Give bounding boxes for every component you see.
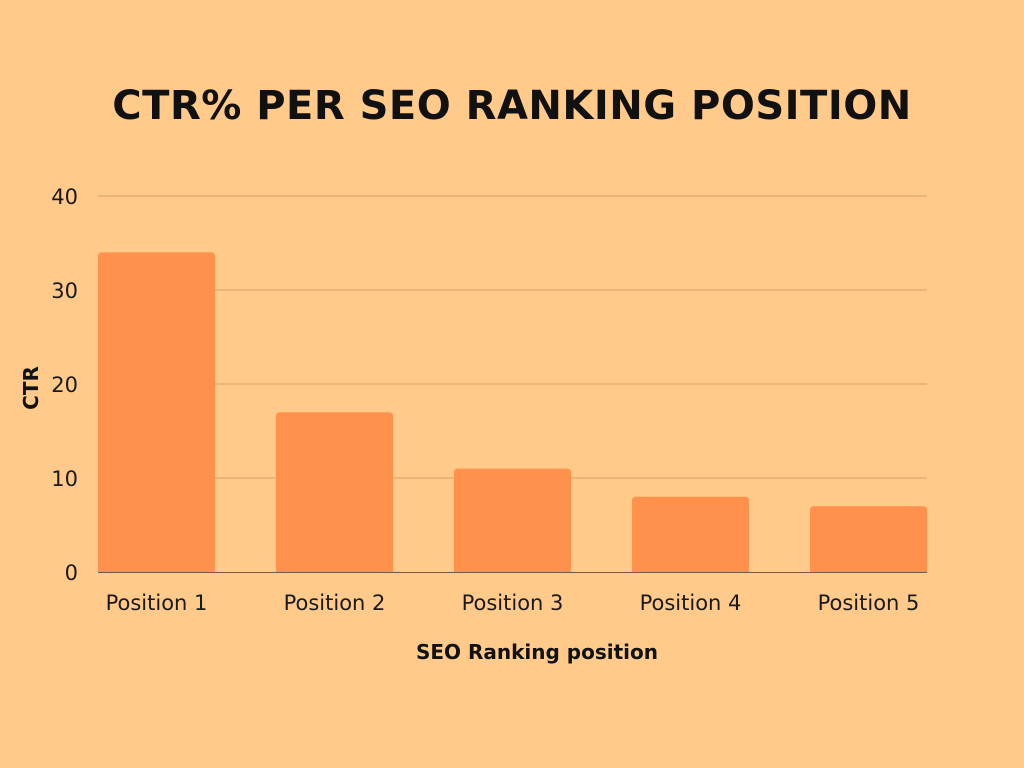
y-tick-label: 10 [51,467,78,491]
bar [810,506,927,572]
bars [98,252,927,572]
bar [98,252,215,572]
bar [632,496,749,572]
x-tick-label: Position 1 [106,591,208,615]
y-axis-ticks: 0 10 20 30 40 [51,185,78,585]
bar [454,468,571,572]
x-tick-label: Position 3 [462,591,564,615]
y-axis-title: CTR [19,366,43,410]
grid-lines [98,195,927,479]
x-tick-label: Position 2 [284,591,386,615]
x-tick-label: Position 5 [818,591,920,615]
bar [276,412,393,572]
y-tick-label: 30 [51,279,78,303]
x-tick-label: Position 4 [640,591,742,615]
x-axis-ticks: Position 1 Position 2 Position 3 Position 4… [106,591,920,615]
y-tick-label: 0 [65,561,78,585]
x-axis-title: SEO Ranking position [416,640,658,664]
y-tick-label: 40 [51,185,78,209]
chart-title: CTR% PER SEO RANKING POSITION [112,83,912,129]
y-tick-label: 20 [51,373,78,397]
